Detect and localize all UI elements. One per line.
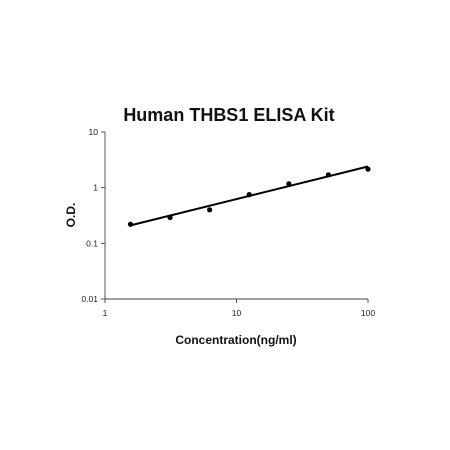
y-axis-label: O.D.: [64, 203, 78, 228]
y-tick-label-2: 1: [93, 183, 98, 193]
x-tick-label-2: 100: [361, 308, 375, 318]
data-point-2: [207, 207, 213, 213]
data-point-3: [246, 192, 252, 198]
chart-title: Human THBS1 ELISA Kit: [123, 105, 334, 125]
y-tick-label-3: 10: [89, 127, 99, 137]
x-axis-label: Concentration(ng/ml): [175, 333, 296, 347]
x-tick-label-0: 1: [103, 308, 108, 318]
data-points: [127, 166, 371, 227]
y-tick-label-1: 0.1: [86, 238, 98, 248]
axis-ticks: 0.01 0.1 1 10 1 10 100: [81, 127, 375, 318]
data-point-0: [127, 221, 134, 227]
data-point-1: [167, 214, 173, 221]
data-point-5: [325, 172, 332, 178]
data-point-6: [365, 166, 371, 172]
data-point-4: [286, 181, 292, 187]
x-tick-label-1: 10: [232, 308, 242, 318]
y-tick-label-0: 0.01: [81, 294, 98, 304]
